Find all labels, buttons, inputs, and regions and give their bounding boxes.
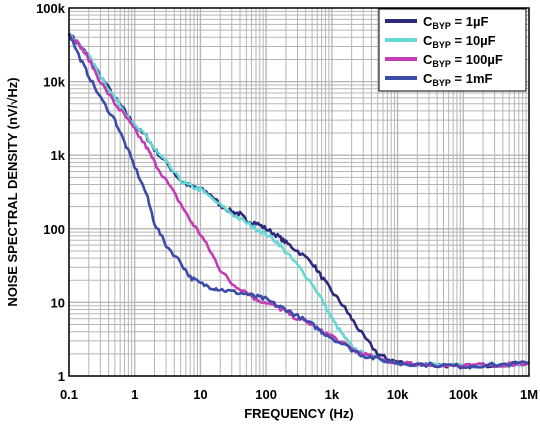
x-tick-label: 1M (520, 387, 538, 402)
y-tick-labels: 1 10 100 1k 10k 100k (36, 1, 66, 384)
plot-frame (68, 7, 530, 377)
x-axis-title: FREQUENCY (Hz) (244, 406, 354, 421)
legend-label: CBYP = 10µF (423, 33, 496, 50)
y-tick-label: 10k (43, 75, 65, 90)
x-tick-labels: 0.1 1 10 100 1k 10k 100k 1M (60, 387, 538, 402)
x-tick-label: 1k (325, 387, 340, 402)
y-tick-label: 10 (51, 295, 65, 310)
y-axis-title: NOISE SPECTRAL DENSITY (nV/√Hz) (5, 77, 20, 306)
y-tick-label: 100k (36, 1, 66, 16)
x-tick-label: 1 (131, 387, 138, 402)
x-tick-label: 10 (193, 387, 207, 402)
series-lines (67, 32, 530, 370)
x-tick-label: 0.1 (60, 387, 78, 402)
y-tick-label: 100 (43, 222, 65, 237)
legend: CBYP = 1µF CBYP = 10µF CBYP = 100µF CBYP = … (378, 8, 527, 92)
x-tick-label: 100k (449, 387, 479, 402)
y-tick-label: 1 (58, 369, 65, 384)
y-tick-label: 1k (51, 148, 66, 163)
legend-label: CBYP = 1mF (423, 71, 493, 88)
series-line-4 (67, 33, 530, 370)
legend-label: CBYP = 100µF (423, 52, 503, 69)
legend-label: CBYP = 1µF (423, 14, 488, 31)
x-tick-label: 100 (255, 387, 277, 402)
x-tick-label: 10k (387, 387, 409, 402)
